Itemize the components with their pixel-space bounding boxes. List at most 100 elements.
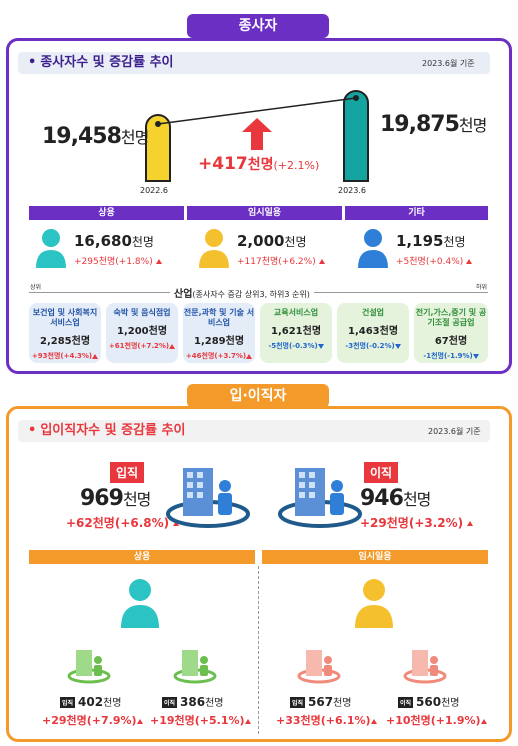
industry-change-text: -1천명(-1.9%) <box>423 352 473 360</box>
section1-tab: 종사자 <box>187 14 329 38</box>
industry-change-text: -3천명(-0.2%) <box>345 342 395 350</box>
down-triangle-icon <box>317 343 324 349</box>
industry-change-text: +46천명(+3.7%) <box>185 352 247 360</box>
temp-sep-number: 560 <box>416 695 442 709</box>
industry-change: -3천명(-0.2%) <box>337 341 409 351</box>
cat-regular-number: 16,680 <box>74 232 132 250</box>
industry-card-5: 건설업 1,463천명 -3천명(-0.2%) <box>337 303 409 363</box>
cat-temp-change-text: +117천명(+6.2%) <box>237 257 316 267</box>
temp-hire-value: 입직 567천명 <box>290 694 352 709</box>
hire-change-text: +62천명(+6.8%) <box>66 516 170 530</box>
label-2023: 2023.6 <box>338 186 366 195</box>
hire-label-box: 입직 <box>110 462 145 483</box>
bullet-icon: • <box>28 423 37 438</box>
up-triangle-icon <box>244 718 251 724</box>
temp-sep-icon <box>403 650 447 684</box>
hire-value: 969천명 <box>80 486 151 511</box>
sub-bar-regular: 상용 <box>29 550 255 564</box>
regular-sep-unit: 천명 <box>205 698 224 709</box>
sep-value: 946천명 <box>360 486 431 511</box>
badge: 입직 <box>60 697 76 708</box>
person-yellow-icon <box>199 229 229 268</box>
cat-regular-value: 16,680천명 <box>74 232 154 250</box>
temp-sep-value: 이직 560천명 <box>398 694 460 709</box>
pillar-2023 <box>343 90 369 182</box>
temp-hire-unit: 천명 <box>333 698 352 709</box>
person-teal-icon <box>121 579 159 628</box>
industry-value: 67천명 <box>434 336 468 347</box>
up-triangle-icon <box>318 259 325 264</box>
up-arrow-icon <box>242 118 272 150</box>
section2-title: 입이직자수 및 증감률 추이 <box>40 423 186 438</box>
hire-number: 969 <box>80 486 124 511</box>
up-triangle-icon <box>155 259 162 264</box>
industry-value: 1,621천명 <box>270 326 322 337</box>
industry-name: 전기,가스,증기 및 공기조절 공급업 <box>415 308 487 327</box>
cat-other-change: +5천명(+0.4%) <box>396 254 473 267</box>
sep-change: +29천명(+3.2%) <box>360 514 474 531</box>
sep-change-text: +29천명(+3.2%) <box>360 516 464 530</box>
industry-card-1: 보건업 및 사회복지 서비스업 2,285천명 +93천명(+4.3%) <box>29 303 101 363</box>
industry-card-3: 전문,과학 및 기술 서비스업 1,289천명 +46천명(+3.7%) <box>183 303 255 363</box>
industry-change-text: +61천명(+7.2%) <box>108 342 170 350</box>
industry-name: 교육서비스업 <box>273 308 319 317</box>
badge: 이직 <box>162 697 178 708</box>
person-blue-icon <box>358 229 388 268</box>
up-triangle-icon <box>466 259 473 264</box>
industry-change: -1천명(-1.9%) <box>414 351 488 361</box>
industry-top-label: 상위 <box>30 284 42 291</box>
regular-hire-number: 402 <box>78 695 104 709</box>
bullet-icon: • <box>28 55 37 70</box>
industry-card-2: 숙박 및 음식점업 1,200천명 +61천명(+7.2%) <box>106 303 178 363</box>
curr-number: 19,875 <box>380 112 460 137</box>
down-triangle-icon <box>394 343 401 349</box>
industry-subtitle: (종사자수 증감 상위3, 하위3 순위) <box>192 290 310 299</box>
regular-sep-icon <box>173 650 217 684</box>
cat-other-change-text: +5천명(+0.4%) <box>396 257 464 267</box>
up-triangle-icon <box>173 521 180 526</box>
cat-regular-change: +295천명(+1.8%) <box>74 254 162 267</box>
regular-hire-change: +29천명(+7.9%) <box>42 712 143 728</box>
industry-change: +46천명(+3.7%) <box>183 351 255 361</box>
section2-header: • 입이직자수 및 증감률 추이 <box>18 420 490 442</box>
label-2022: 2022.6 <box>140 186 168 195</box>
regular-hire-value: 입직 402천명 <box>60 694 122 709</box>
person-teal-icon <box>36 229 66 268</box>
sep-label: 이직 <box>364 462 399 483</box>
section1-header: • 종사자수 및 증감률 추이 <box>18 52 490 74</box>
delta-pct: (+2.1%) <box>273 159 320 172</box>
industry-change-text: -5천명(-0.3%) <box>268 342 318 350</box>
sub-bar-temp: 임시일용 <box>262 550 488 564</box>
cat-temp-change: +117천명(+6.2%) <box>237 254 325 267</box>
temp-hire-icon <box>297 650 341 684</box>
temp-hire-change-text: +33천명(+6.1%) <box>276 714 371 727</box>
industry-value: 1,289천명 <box>193 336 245 347</box>
hire-change: +62천명(+6.8%) <box>66 514 180 531</box>
curr-value: 19,875천명 <box>380 112 487 137</box>
cat-temp-number: 2,000 <box>237 232 285 250</box>
temp-sep-change-text: +10천명(+1.9%) <box>386 714 481 727</box>
person-yellow-icon <box>355 579 393 628</box>
section1-title: 종사자수 및 증감률 추이 <box>40 55 174 70</box>
industry-name: 전문,과학 및 기술 서비스업 <box>183 308 255 327</box>
regular-hire-unit: 천명 <box>103 698 122 709</box>
curr-unit: 천명 <box>458 116 487 135</box>
up-triangle-icon <box>467 521 474 526</box>
regular-hire-icon <box>67 650 111 684</box>
cat-bar-regular: 상용 <box>29 206 184 220</box>
section1-ref: 2023.6월 기준 <box>422 59 475 68</box>
trend-line <box>155 95 359 127</box>
industry-heading: 산업(종사자수 증감 상위3, 하위3 순위) <box>170 285 314 300</box>
prev-value: 19,458천명 <box>42 124 149 149</box>
prev-number: 19,458 <box>42 124 122 149</box>
temp-sep-unit: 천명 <box>441 698 460 709</box>
section2-panel <box>6 406 512 742</box>
industry-value: 1,200천명 <box>116 326 168 337</box>
badge: 이직 <box>398 697 414 708</box>
temp-sep-change: +10천명(+1.9%) <box>386 712 487 728</box>
sub-divider <box>258 566 259 734</box>
cat-other-value: 1,195천명 <box>396 232 466 250</box>
industry-change: +61천명(+7.2%) <box>106 341 178 351</box>
regular-hire-change-text: +29천명(+7.9%) <box>42 714 137 727</box>
regular-sep-number: 386 <box>180 695 206 709</box>
